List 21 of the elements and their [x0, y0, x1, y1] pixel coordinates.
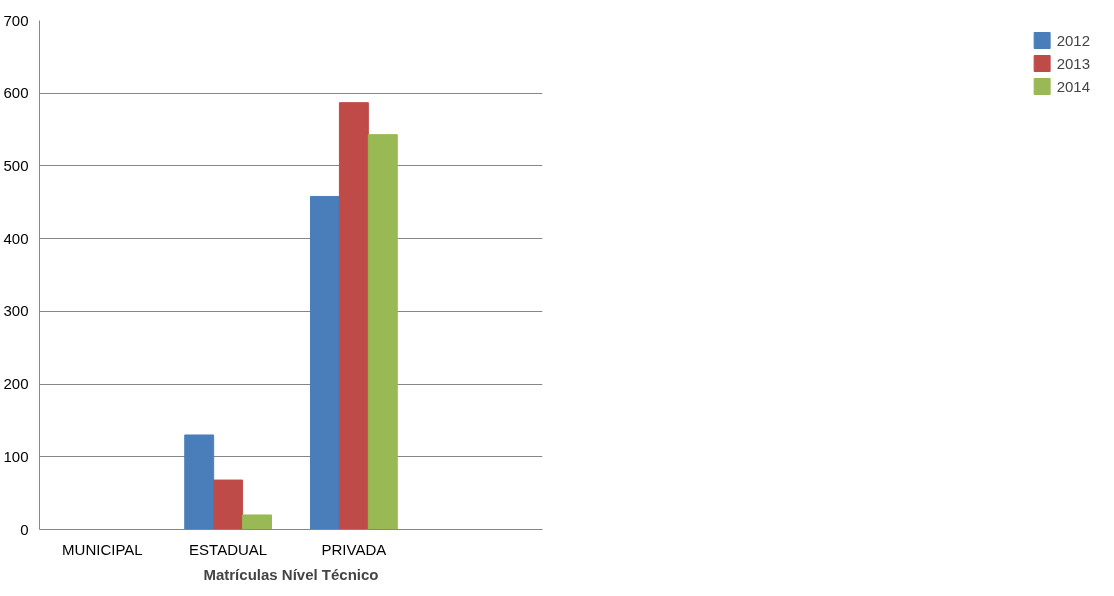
x-tick-label: MUNICIPAL	[62, 540, 143, 558]
y-tick-label: 600	[3, 84, 29, 102]
y-tick-label: 700	[3, 11, 29, 29]
bar	[213, 479, 244, 530]
y-tick-label: 300	[3, 302, 29, 320]
legend-label: 2012	[1056, 31, 1090, 49]
bar	[338, 102, 369, 530]
bar	[184, 434, 215, 530]
y-tick-label: 500	[3, 156, 29, 174]
x-tick-label: PRIVADA	[321, 540, 387, 558]
legend-label: 2013	[1056, 54, 1090, 72]
bar	[242, 514, 273, 530]
x-tick-label: ESTADUAL	[189, 540, 268, 558]
y-tick-label: 400	[3, 229, 29, 247]
y-tick-label: 100	[3, 447, 29, 465]
legend-label: 2014	[1056, 77, 1090, 95]
y-tick-label: 200	[3, 375, 29, 393]
y-tick-label: 0	[20, 520, 29, 538]
bar	[367, 134, 398, 530]
x-axis-title: Matrículas Nível Técnico	[203, 565, 379, 583]
bar	[309, 195, 340, 530]
